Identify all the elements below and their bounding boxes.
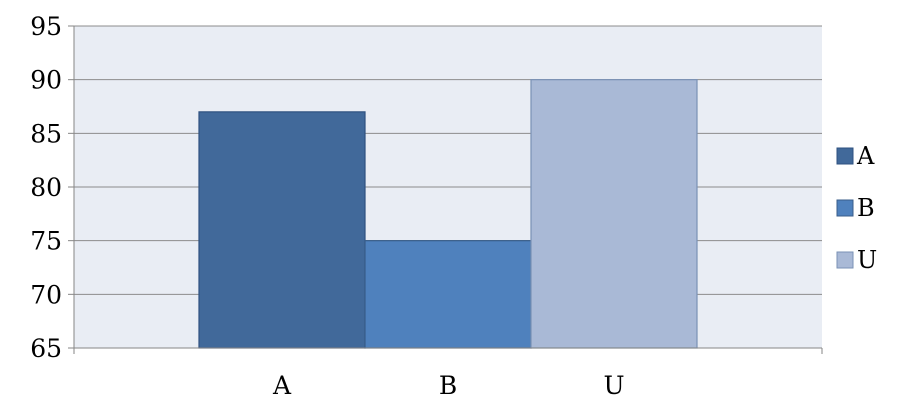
legend: ABU: [836, 142, 877, 274]
bar-B: [364, 240, 532, 349]
bar-A: [198, 111, 366, 349]
y-tick-label-80: 80: [30, 173, 62, 202]
x-tick-label-U: U: [603, 371, 624, 396]
bars: [198, 79, 698, 349]
y-tick-label-70: 70: [30, 280, 62, 309]
legend-label-B: B: [857, 194, 875, 222]
y-tick-label-85: 85: [30, 119, 62, 148]
bar-U: [530, 79, 698, 349]
axes: [68, 25, 823, 354]
y-tick-labels: 65 70 75 80 85 90 95: [30, 12, 62, 363]
y-tick-label-65: 65: [30, 334, 62, 363]
legend-swatch-B: [836, 199, 854, 217]
x-tick-label-B: B: [439, 371, 457, 396]
y-tick-label-95: 95: [30, 12, 62, 41]
x-tick-label-A: A: [272, 371, 292, 396]
legend-label-U: U: [857, 246, 877, 274]
legend-label-A: A: [856, 142, 875, 170]
legend-swatch-U: [836, 251, 854, 269]
y-tick-label-90: 90: [30, 66, 62, 95]
y-tick-label-75: 75: [30, 227, 62, 256]
legend-swatch-A: [836, 147, 854, 165]
